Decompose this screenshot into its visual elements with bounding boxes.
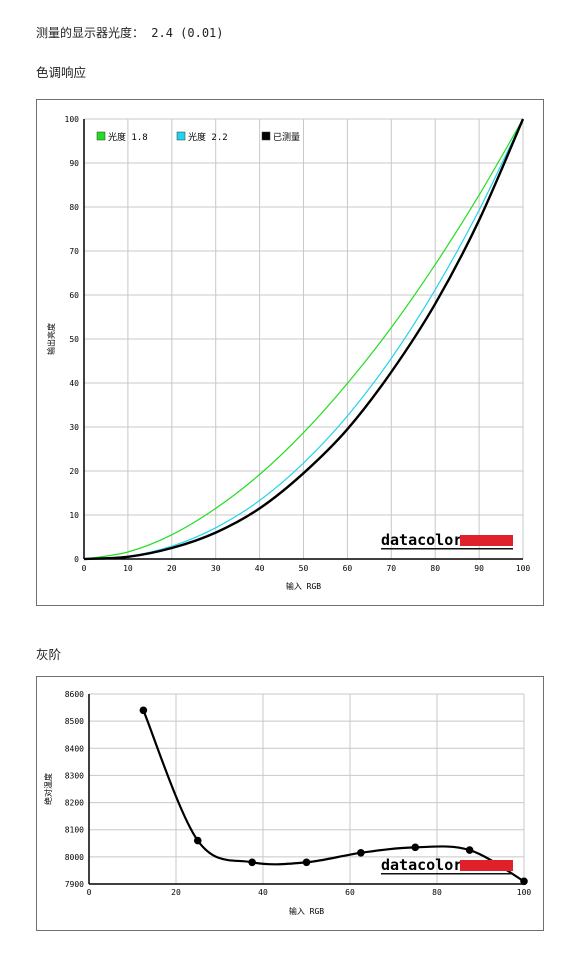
tone-response-chart-frame: 0 10 20 30 40 50 60 70 80 90 100 0 10 20 30 40 50 60 70 80 9… <box>36 99 544 606</box>
legend-swatch <box>261 131 271 141</box>
y-tick-label: 8600 <box>65 690 84 699</box>
y-tick-label: 70 <box>69 247 79 256</box>
gray-scale-point <box>302 858 311 867</box>
legend-swatch <box>176 131 186 141</box>
datacolor-logo-text: datacolor <box>381 531 462 549</box>
x-tick-label: 80 <box>432 888 442 897</box>
y-tick-label: 20 <box>69 467 79 476</box>
y-tick-label: 8000 <box>65 853 84 862</box>
gray-scale-point <box>139 706 148 715</box>
y-tick-label: 100 <box>65 115 80 124</box>
y-tick-label: 8200 <box>65 799 84 808</box>
datacolor-logo-text: datacolor <box>381 856 462 874</box>
gray-scale-heading: 灰阶 <box>36 647 62 662</box>
y-tick-label: 8300 <box>65 771 84 780</box>
x-tick-label: 50 <box>299 564 309 573</box>
y-tick-label: 90 <box>69 159 79 168</box>
y-tick-label: 8100 <box>65 826 84 835</box>
x-tick-label: 40 <box>258 888 268 897</box>
y-tick-label: 0 <box>74 555 79 564</box>
gray-scale-chart-frame: 0 20 40 60 80 100 7900 8000 8100 8200 8300 8400 8500… <box>36 676 544 931</box>
x-tick-label: 100 <box>516 564 531 573</box>
x-axis-title: 输入 RGB <box>286 581 321 591</box>
x-tick-label: 40 <box>255 564 265 573</box>
gray-scale-point <box>411 843 420 852</box>
y-axis-title: 输出亮度 <box>46 323 56 355</box>
measured-gamma-label: 测量的显示器光度： <box>36 26 145 40</box>
x-tick-label: 30 <box>211 564 221 573</box>
x-tick-label: 80 <box>430 564 440 573</box>
y-tick-label: 7900 <box>65 880 84 889</box>
y-axis-title: 绝对温度 <box>43 773 53 805</box>
y-tick-label: 60 <box>69 291 79 300</box>
x-tick-label: 60 <box>345 888 355 897</box>
x-tick-label: 0 <box>82 564 87 573</box>
x-tick-label: 20 <box>171 888 181 897</box>
x-tick-label: 90 <box>474 564 484 573</box>
y-tick-label: 8500 <box>65 717 84 726</box>
y-tick-label: 8400 <box>65 744 84 753</box>
series-line-1 <box>83 118 524 560</box>
gray-scale-point <box>248 858 256 867</box>
datacolor-logo-bar <box>460 860 513 871</box>
x-tick-label: 60 <box>343 564 353 573</box>
measured-gamma-line: 测量的显示器光度： 2.4 (0.01) <box>36 24 224 41</box>
gray-scale-line <box>142 709 525 883</box>
datacolor-logo-underline <box>381 873 513 875</box>
tone-response-chart: 0 10 20 30 40 50 60 70 80 90 100 0 10 20 30 40 50 60 70 80 9… <box>46 115 531 591</box>
tone-response-heading: 色调响应 <box>36 65 87 80</box>
legend-label: 已测量 <box>273 132 300 143</box>
gray-scale-point <box>465 846 474 854</box>
series-line-3 <box>83 118 525 561</box>
gray-scale-chart: 0 20 40 60 80 100 7900 8000 8100 8200 8300 8400 8500… <box>43 690 532 916</box>
datacolor-logo-underline <box>381 548 513 550</box>
y-tick-label: 50 <box>69 335 79 344</box>
datacolor-logo-bar <box>460 535 513 546</box>
gray-scale-point <box>193 836 202 845</box>
x-tick-label: 0 <box>87 888 92 897</box>
y-tick-label: 10 <box>69 511 79 520</box>
legend-label: 光度 2.2 <box>188 131 228 143</box>
gray-scale-point <box>520 877 528 886</box>
series-line-2 <box>83 118 524 560</box>
measured-gamma-value: 2.4 (0.01) <box>151 26 224 40</box>
x-tick-label: 20 <box>167 564 177 573</box>
x-tick-label: 100 <box>517 888 532 897</box>
gray-scale-point <box>357 848 365 857</box>
y-tick-label: 30 <box>69 423 79 432</box>
x-tick-label: 10 <box>123 564 133 573</box>
y-tick-label: 80 <box>69 203 79 212</box>
x-tick-label: 70 <box>386 564 396 573</box>
legend-label: 光度 1.8 <box>108 131 148 143</box>
y-tick-label: 40 <box>69 379 79 388</box>
legend-swatch <box>96 131 106 141</box>
x-axis-title: 输入 RGB <box>289 906 324 916</box>
